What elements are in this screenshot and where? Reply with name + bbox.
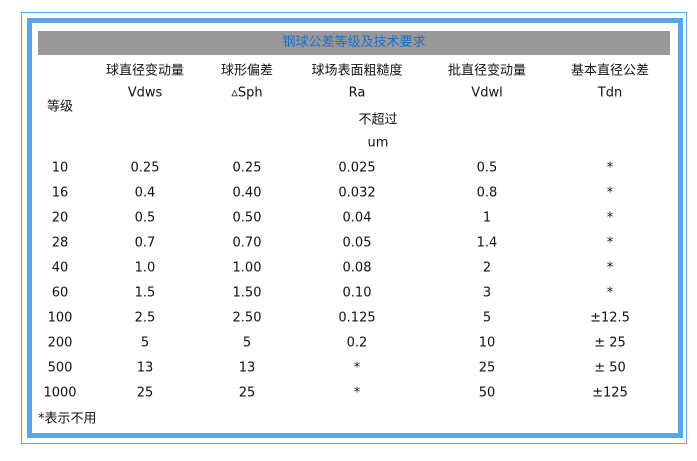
table-cell: 0.25 bbox=[232, 160, 262, 176]
header-symbol: Ra bbox=[348, 85, 366, 101]
header-name: 球场表面粗糙度 bbox=[311, 63, 403, 79]
table-cell: 1.0 bbox=[134, 260, 156, 276]
table-cell: ± 50 bbox=[594, 360, 626, 376]
table-cell: 1.5 bbox=[134, 285, 156, 301]
header-symbol: ▵Sph bbox=[231, 85, 263, 101]
table-title: 钢球公差等级及技术要求 bbox=[38, 31, 670, 55]
table-cell: 0.125 bbox=[338, 310, 376, 326]
table-cell: 1.50 bbox=[232, 285, 262, 301]
outer-frame bbox=[21, 12, 687, 444]
table-cell: 0.10 bbox=[342, 285, 372, 301]
table-cell: 0.40 bbox=[232, 185, 262, 201]
grade-cell: 60 bbox=[51, 285, 69, 301]
table-cell: * bbox=[353, 385, 361, 401]
table-cell: 0.4 bbox=[134, 185, 156, 201]
inner-frame bbox=[27, 18, 683, 438]
table-cell: 2.50 bbox=[232, 310, 262, 326]
table-cell: 5 bbox=[482, 310, 492, 326]
table-cell: 5 bbox=[242, 335, 252, 351]
table-cell: 1 bbox=[482, 210, 492, 226]
table-cell: 0.2 bbox=[346, 335, 368, 351]
table-cell: * bbox=[606, 210, 614, 226]
table-cell: 1.00 bbox=[232, 260, 262, 276]
grade-cell: 16 bbox=[51, 185, 69, 201]
table-cell: * bbox=[353, 360, 361, 376]
table-cell: 0.032 bbox=[338, 185, 376, 201]
footnote: *表示不用 bbox=[38, 411, 97, 427]
table-cell: ±125 bbox=[592, 385, 628, 401]
grade-cell: 20 bbox=[51, 210, 69, 226]
table-cell: 0.50 bbox=[232, 210, 262, 226]
table-cell: 0.5 bbox=[476, 160, 498, 176]
table-cell: 2.5 bbox=[134, 310, 156, 326]
header-limit-note: 不超过 bbox=[358, 112, 398, 128]
header-symbol: Tdn bbox=[597, 85, 623, 101]
header-symbol: Vdws bbox=[127, 85, 163, 101]
table-cell: 25 bbox=[136, 385, 154, 401]
table-cell: * bbox=[606, 185, 614, 201]
table-cell: 0.04 bbox=[342, 210, 372, 226]
table-cell: ±12.5 bbox=[590, 310, 630, 326]
table-cell: 1.4 bbox=[476, 235, 498, 251]
table-cell: 25 bbox=[478, 360, 496, 376]
table-cell: 0.8 bbox=[476, 185, 498, 201]
table-cell: * bbox=[606, 285, 614, 301]
grade-cell: 10 bbox=[51, 160, 69, 176]
header-name: 球形偏差 bbox=[220, 63, 274, 79]
table-cell: 2 bbox=[482, 260, 492, 276]
grade-cell: 40 bbox=[51, 260, 69, 276]
header-name: 球直径变动量 bbox=[105, 63, 185, 79]
table-cell: * bbox=[606, 160, 614, 176]
table-cell: 0.05 bbox=[342, 235, 372, 251]
table-cell: 0.025 bbox=[338, 160, 376, 176]
header-symbol: Vdwl bbox=[471, 85, 503, 101]
header-unit: um bbox=[367, 135, 389, 151]
table-cell: * bbox=[606, 260, 614, 276]
table-cell: 0.5 bbox=[134, 210, 156, 226]
table-cell: 5 bbox=[140, 335, 150, 351]
table-cell: * bbox=[606, 235, 614, 251]
header-name: 批直径变动量 bbox=[447, 63, 527, 79]
table-cell: 0.25 bbox=[130, 160, 160, 176]
table-cell: ± 25 bbox=[594, 335, 626, 351]
header-name: 基本直径公差 bbox=[570, 63, 650, 79]
table-cell: 0.08 bbox=[342, 260, 372, 276]
grade-cell: 100 bbox=[47, 310, 73, 326]
table-cell: 0.7 bbox=[134, 235, 156, 251]
table-cell: 3 bbox=[482, 285, 492, 301]
table-cell: 50 bbox=[478, 385, 496, 401]
table-cell: 25 bbox=[238, 385, 256, 401]
grade-cell: 1000 bbox=[43, 385, 77, 401]
table-cell: 13 bbox=[238, 360, 256, 376]
grade-cell: 200 bbox=[47, 335, 73, 351]
grade-cell: 28 bbox=[51, 235, 69, 251]
grade-cell: 500 bbox=[47, 360, 73, 376]
table-cell: 10 bbox=[478, 335, 496, 351]
header-grade: 等级 bbox=[46, 99, 74, 115]
table-cell: 13 bbox=[136, 360, 154, 376]
table-cell: 0.70 bbox=[232, 235, 262, 251]
